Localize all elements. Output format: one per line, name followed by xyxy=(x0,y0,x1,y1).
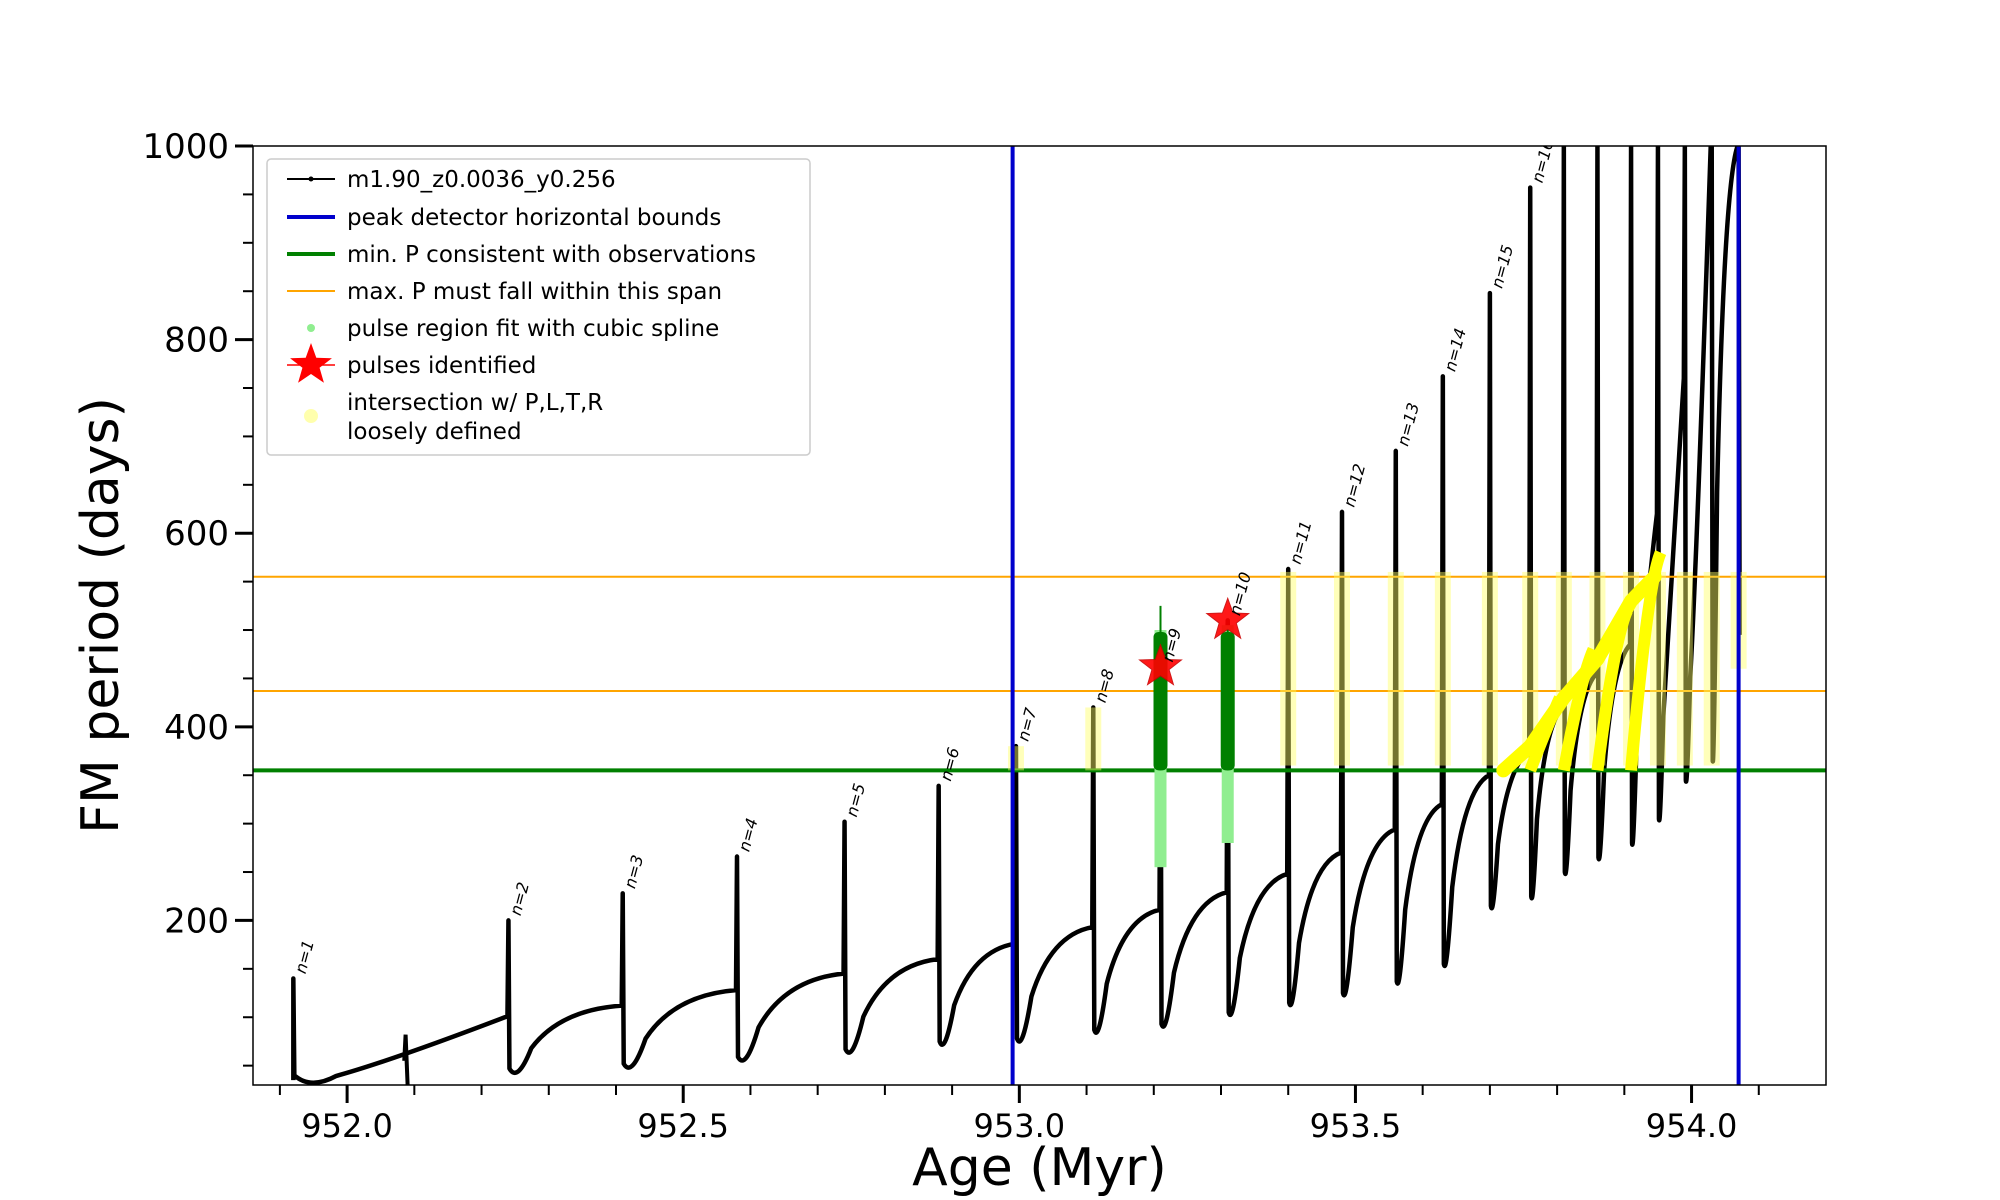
y-tick-label: 1000 xyxy=(142,127,229,167)
y-axis: 200 400 600 800 1000 xyxy=(142,127,253,1067)
pulse-identified-star xyxy=(1205,596,1251,640)
loose-intersection-arc xyxy=(1625,550,1667,771)
legend-star-icon xyxy=(290,343,332,383)
x-axis: 952.0 952.5 953.0 953.5 954.0 xyxy=(278,1085,1760,1145)
legend-label: min. P consistent with observations xyxy=(347,242,756,268)
pulse-number-label: n=16 xyxy=(1528,137,1558,184)
legend-label: max. P must fall within this span xyxy=(347,279,722,305)
legend-label: intersection w/ P,L,T,R xyxy=(347,390,603,416)
legend-circle-icon xyxy=(304,409,318,423)
x-tick-label: 953.5 xyxy=(1310,1107,1402,1145)
loose-intersection-marks xyxy=(1085,707,1102,771)
loose-intersection-marks xyxy=(1434,571,1451,766)
pulse-number-label: n=6 xyxy=(936,745,963,783)
pulse-number-label: n=11 xyxy=(1286,519,1316,566)
loose-intersection-marks xyxy=(1387,571,1404,766)
legend-label: peak detector horizontal bounds xyxy=(347,205,721,231)
x-tick-label: 952.0 xyxy=(301,1107,393,1145)
pulse-number-label: n=12 xyxy=(1340,462,1370,509)
loose-intersection-marks xyxy=(1522,571,1539,766)
pulse-number-label: n=8 xyxy=(1091,667,1118,705)
legend-marker-icon xyxy=(308,176,314,182)
x-axis-label: Age (Myr) xyxy=(912,1138,1167,1198)
legend-label: m1.90_z0.0036_y0.256 xyxy=(347,167,616,193)
loose-intersection-marks xyxy=(1280,571,1297,766)
pulse-identified-star xyxy=(1138,643,1183,686)
pulse-number-label: n=2 xyxy=(506,880,533,918)
legend-dot-icon xyxy=(307,324,315,332)
loose-intersection-marks xyxy=(1555,571,1572,766)
loose-intersection-marks xyxy=(1703,571,1720,766)
x-tick-label: 954.0 xyxy=(1646,1107,1738,1145)
y-tick-label: 400 xyxy=(164,708,229,748)
pulse-number-label: n=1 xyxy=(291,938,318,976)
loose-intersection-arc xyxy=(1591,608,1633,772)
model-track-bump xyxy=(402,1034,410,1085)
y-tick-label: 800 xyxy=(164,321,229,361)
y-tick-label: 200 xyxy=(164,901,229,941)
x-tick-label: 952.5 xyxy=(637,1107,729,1145)
y-axis-label: FM period (days) xyxy=(71,397,131,834)
plot-area: n=1n=2n=3n=4n=5n=6n=7n=8n=9n=10n=11n=12n… xyxy=(253,137,1826,1085)
loose-intersection-marks xyxy=(1334,571,1350,766)
pulse-number-label: n=4 xyxy=(735,816,762,854)
legend-label: pulse region fit with cubic spline xyxy=(347,316,719,342)
pulse-number-label: n=15 xyxy=(1487,243,1517,290)
loose-intersection-marks xyxy=(1676,571,1693,766)
pulse-number-label: n=13 xyxy=(1393,401,1423,448)
plot-frame xyxy=(252,145,1827,1086)
pulse-number-label: n=3 xyxy=(620,853,647,891)
loose-intersection-arc xyxy=(1557,646,1599,772)
y-tick-label: 600 xyxy=(164,514,229,554)
loose-intersection-arc xyxy=(1524,695,1566,773)
legend-label: pulses identified xyxy=(347,353,536,379)
pulse-number-label: n=14 xyxy=(1440,326,1470,373)
pulse-number-label: n=5 xyxy=(842,781,869,819)
loose-intersection-marks xyxy=(1007,746,1024,771)
pulse-number-label: n=7 xyxy=(1013,705,1040,743)
model-track-line xyxy=(291,146,1742,1085)
loose-intersection-marks xyxy=(1649,571,1666,766)
legend-box xyxy=(266,158,811,456)
loose-intersection-marks xyxy=(1481,571,1498,766)
x-tick-label: 953.0 xyxy=(974,1107,1066,1145)
legend-label: loosely defined xyxy=(347,419,522,445)
